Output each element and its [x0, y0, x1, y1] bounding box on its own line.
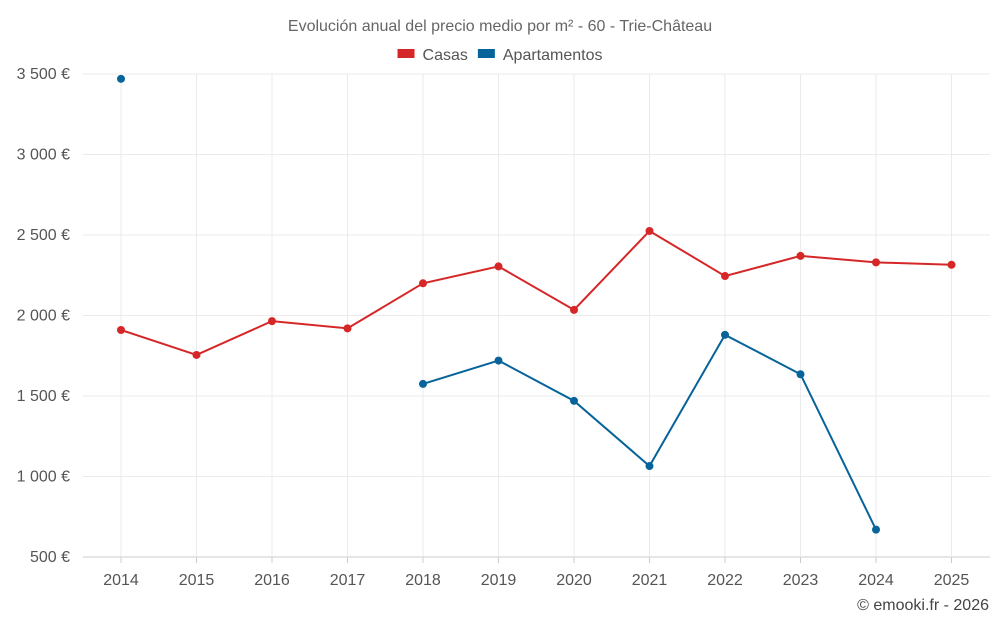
data-point[interactable]: [117, 325, 125, 334]
legend-label: Casas: [423, 47, 468, 64]
x-tick-label: 2019: [481, 572, 517, 589]
legend-item-casas[interactable]: Casas: [397, 47, 468, 64]
y-tick-label: 3 500 €: [17, 66, 70, 83]
data-point[interactable]: [721, 330, 729, 339]
data-point[interactable]: [872, 258, 880, 267]
data-point[interactable]: [796, 370, 805, 379]
data-point[interactable]: [570, 305, 578, 314]
gridlines: [83, 73, 990, 558]
data-point[interactable]: [645, 226, 654, 235]
data-point[interactable]: [419, 379, 427, 388]
y-tick-label: 500 €: [30, 549, 70, 566]
legend-swatch: [397, 49, 415, 58]
data-point[interactable]: [419, 279, 427, 288]
data-point[interactable]: [494, 262, 503, 271]
series-casas: [117, 226, 956, 359]
y-tick-label: 2 000 €: [17, 308, 70, 325]
x-tick-label: 2020: [556, 572, 592, 589]
y-tick-label: 3 000 €: [17, 147, 70, 164]
x-tick-label: 2016: [254, 572, 290, 589]
series-group: [117, 74, 956, 534]
data-point[interactable]: [494, 356, 503, 365]
data-point[interactable]: [796, 251, 805, 260]
y-axis: 3 500 € 3 000 € 2 500 € 2 000 € 1 500 € 1 000…: [17, 66, 70, 566]
data-point[interactable]: [947, 260, 956, 269]
x-tick-label: 2022: [707, 572, 743, 589]
legend-item-apartamentos[interactable]: Apartamentos: [477, 47, 603, 64]
series-apartamentos: [117, 74, 880, 534]
data-point[interactable]: [872, 525, 880, 534]
data-point[interactable]: [343, 324, 352, 333]
series-line: [120, 229, 952, 357]
x-tick-label: 2018: [405, 572, 441, 589]
chart-title: Evolución anual del precio medio por m² …: [288, 18, 712, 35]
y-tick-label: 1 000 €: [17, 469, 70, 486]
legend-swatch: [477, 49, 495, 58]
data-point[interactable]: [721, 272, 729, 281]
x-tick-label: 2025: [934, 572, 970, 589]
data-point[interactable]: [117, 74, 125, 83]
x-tick-label: 2023: [783, 572, 819, 589]
y-tick-label: 2 500 €: [17, 227, 70, 244]
data-point[interactable]: [570, 396, 578, 405]
x-tick-label: 2015: [179, 572, 215, 589]
data-point[interactable]: [645, 462, 654, 471]
data-point[interactable]: [268, 317, 276, 326]
y-tick-label: 1 500 €: [17, 388, 70, 405]
x-tick-label: 2024: [858, 572, 894, 589]
data-point[interactable]: [192, 350, 201, 359]
x-tick-label: 2017: [330, 572, 366, 589]
x-tick-label: 2014: [103, 572, 139, 589]
x-axis: 2014 2015 2016 2017 2018 2019 2020 2021 2022 2023…: [103, 557, 969, 589]
credit-text: © emooki.fr - 2026: [857, 597, 989, 614]
x-tick-label: 2021: [632, 572, 668, 589]
legend-label: Apartamentos: [503, 47, 603, 64]
legend: Casas Apartamentos: [397, 47, 603, 64]
